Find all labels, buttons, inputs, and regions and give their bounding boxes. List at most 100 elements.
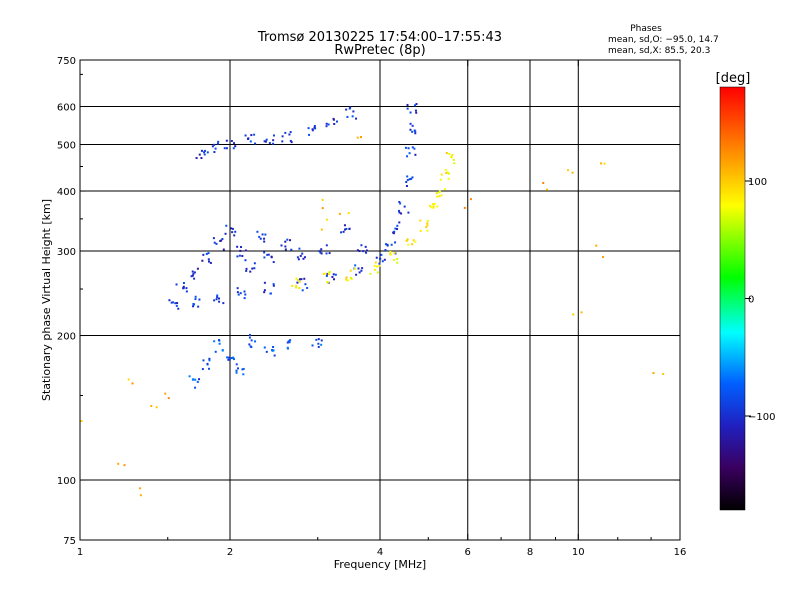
data-point [203, 151, 206, 154]
data-point [271, 349, 274, 352]
data-point [425, 226, 428, 229]
data-point [435, 192, 438, 195]
data-point [192, 272, 195, 275]
data-point [317, 345, 320, 348]
y-tick-label: 100 [57, 476, 76, 487]
x-tick-label: 8 [527, 547, 533, 558]
data-point [226, 356, 229, 359]
data-point [414, 153, 417, 156]
data-point [369, 272, 372, 275]
data-point [390, 243, 393, 246]
colorbar-gradient [719, 86, 746, 511]
data-point [436, 205, 439, 208]
data-point [359, 136, 362, 139]
data-point [349, 269, 352, 272]
data-point [265, 350, 268, 353]
data-point [406, 179, 409, 182]
data-point [356, 249, 359, 252]
data-point [571, 171, 574, 174]
data-point [365, 249, 368, 252]
data-point [213, 151, 216, 154]
series-lower-region-echoes [188, 333, 323, 389]
data-point [603, 162, 606, 165]
data-point [191, 378, 194, 381]
data-point [198, 298, 201, 301]
chart-title: Tromsø 20130225 17:54:00–17:55:43 [257, 30, 502, 45]
data-point [419, 219, 422, 222]
data-point [209, 261, 212, 264]
data-point [328, 270, 331, 273]
data-point [298, 278, 301, 281]
data-point [235, 371, 238, 374]
data-point [193, 277, 196, 280]
data-point [396, 228, 399, 231]
data-point [378, 262, 381, 265]
y-tick-label: 600 [57, 103, 76, 114]
data-point [269, 292, 272, 295]
data-point [175, 304, 178, 307]
data-point [213, 143, 216, 146]
data-point [445, 172, 448, 175]
data-point [352, 110, 355, 113]
data-point [322, 273, 325, 276]
data-point [185, 287, 188, 290]
data-point [295, 284, 298, 287]
data-point [194, 378, 197, 381]
data-point [244, 249, 247, 252]
series-x-mode-f-region-trace [291, 151, 456, 290]
data-point [413, 129, 416, 132]
data-point [334, 273, 337, 276]
data-point [195, 157, 198, 160]
data-point [311, 128, 314, 131]
data-point [237, 367, 240, 370]
data-point [231, 231, 234, 234]
data-point [201, 259, 204, 262]
data-point [131, 382, 134, 385]
data-point [236, 245, 239, 248]
data-point [220, 239, 223, 242]
data-point [303, 277, 306, 280]
data-point [346, 279, 349, 282]
data-point [167, 397, 170, 400]
data-point [375, 256, 378, 259]
data-point [295, 277, 298, 280]
data-point [394, 241, 397, 244]
data-point [207, 258, 210, 261]
data-point [216, 296, 219, 299]
data-point [343, 224, 346, 227]
data-point [325, 244, 328, 247]
data-point [287, 340, 290, 343]
data-point [358, 271, 361, 274]
data-point [294, 286, 297, 289]
data-point [215, 298, 218, 301]
data-point [208, 260, 211, 263]
data-point [272, 134, 275, 137]
data-point [254, 142, 257, 145]
data-point [323, 272, 326, 275]
data-point [335, 120, 338, 123]
data-point [325, 125, 328, 128]
data-point [298, 287, 301, 290]
data-point [381, 260, 384, 263]
data-point [414, 132, 417, 135]
data-point [303, 256, 306, 259]
data-point [364, 245, 367, 248]
data-point [240, 246, 243, 249]
data-point [171, 301, 174, 304]
data-point [356, 136, 359, 139]
data-point [272, 349, 275, 352]
data-point [123, 464, 126, 467]
data-point [432, 205, 435, 208]
data-point [545, 188, 548, 191]
data-point [319, 251, 322, 254]
data-point [272, 283, 275, 286]
data-point [241, 368, 244, 371]
data-point [600, 162, 603, 165]
x-tick-label: 4 [377, 547, 383, 558]
data-point [234, 145, 237, 148]
data-point [355, 273, 358, 276]
data-point [175, 283, 178, 286]
data-point [194, 386, 197, 389]
data-point [331, 276, 334, 279]
data-point [338, 212, 341, 215]
